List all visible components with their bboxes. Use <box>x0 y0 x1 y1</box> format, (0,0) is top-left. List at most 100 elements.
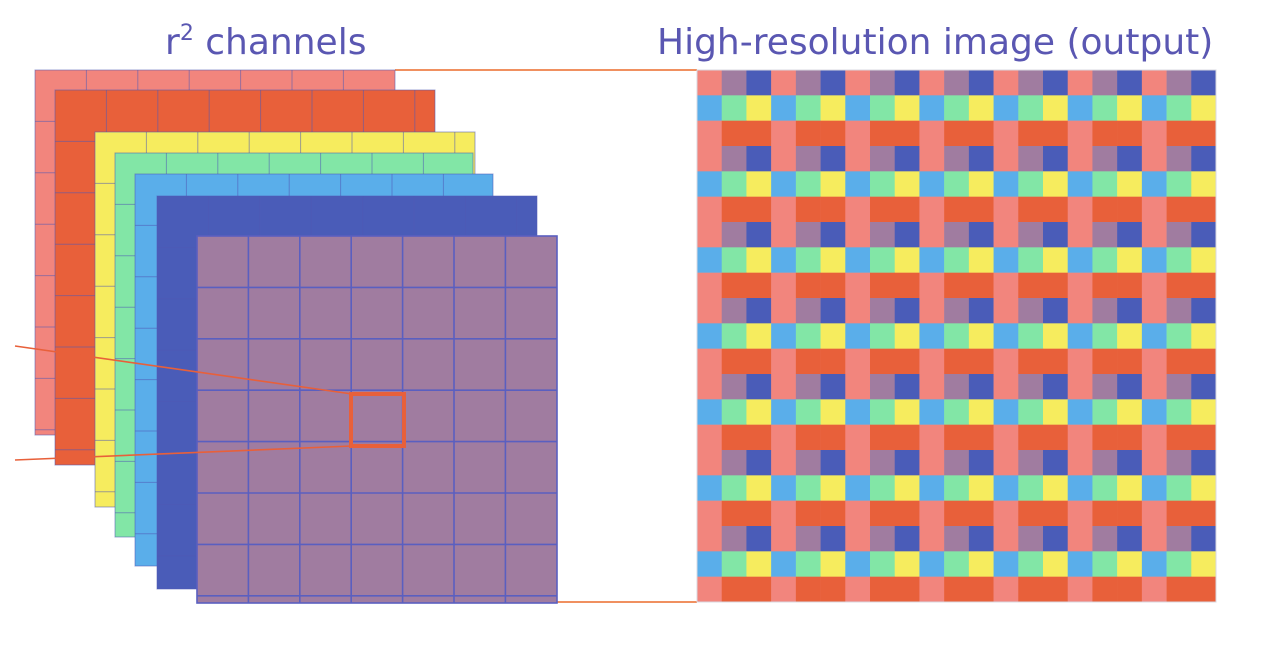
output-pixel <box>1191 500 1217 527</box>
output-pixel <box>870 247 896 273</box>
output-pixel <box>746 475 772 501</box>
output-pixel <box>721 576 747 603</box>
output-pixel <box>845 146 871 172</box>
output-pixel <box>993 298 1019 324</box>
output-pixel <box>1191 576 1217 603</box>
output-pixel <box>919 450 945 476</box>
output-pixel <box>1117 475 1143 501</box>
output-pixel <box>1166 323 1192 349</box>
output-pixel <box>1117 70 1143 96</box>
output-label: High-resolution image (output) <box>657 22 1213 63</box>
output-pixel <box>894 95 920 121</box>
output-pixel <box>1067 146 1093 172</box>
output-pixel <box>795 272 821 299</box>
output-pixel <box>944 500 970 527</box>
output-pixel <box>894 526 920 552</box>
output-pixel <box>919 146 945 172</box>
output-pixel <box>721 146 747 172</box>
output-pixel <box>1067 399 1093 425</box>
output-pixel <box>845 450 871 476</box>
output-pixel <box>746 323 772 349</box>
output-pixel <box>845 171 871 197</box>
output-pixel <box>993 171 1019 197</box>
output-pixel <box>795 348 821 375</box>
output-pixel <box>771 348 797 375</box>
output-pixel <box>870 146 896 172</box>
output-pixel <box>870 298 896 324</box>
output-pixel <box>1141 450 1167 476</box>
output-pixel <box>993 222 1019 248</box>
output-pixel <box>870 551 896 577</box>
output-pixel <box>894 222 920 248</box>
output-pixel <box>1067 348 1093 375</box>
output-pixel <box>721 272 747 299</box>
output-pixel <box>944 196 970 223</box>
output-pixel <box>697 171 723 197</box>
output-pixel <box>1117 171 1143 197</box>
output-pixel <box>1018 171 1044 197</box>
output-pixel <box>1166 196 1192 223</box>
output-pixel <box>771 171 797 197</box>
output-pixel <box>919 171 945 197</box>
output-pixel <box>1018 450 1044 476</box>
output-pixel <box>1191 348 1217 375</box>
output-pixel <box>968 146 994 172</box>
output-pixel <box>968 272 994 299</box>
output-pixel <box>795 399 821 425</box>
output-pixel <box>771 272 797 299</box>
output-pixel <box>1018 95 1044 121</box>
output-pixel <box>870 171 896 197</box>
output-pixel <box>771 222 797 248</box>
output-pixel <box>697 298 723 324</box>
output-pixel <box>1141 222 1167 248</box>
output-pixel <box>1141 526 1167 552</box>
output-pixel <box>870 272 896 299</box>
output-pixel <box>845 222 871 248</box>
output-pixel <box>771 247 797 273</box>
output-pixel <box>968 526 994 552</box>
output-pixel <box>1067 576 1093 603</box>
output-pixel <box>1191 247 1217 273</box>
output-pixel <box>771 551 797 577</box>
output-pixel <box>746 171 772 197</box>
output-pixel <box>697 399 723 425</box>
output-pixel <box>1018 323 1044 349</box>
output-pixel <box>1043 298 1069 324</box>
output-pixel <box>944 146 970 172</box>
output-pixel <box>1067 272 1093 299</box>
output-pixel <box>968 298 994 324</box>
output-pixel <box>721 551 747 577</box>
output-pixel <box>1043 500 1069 527</box>
highlighted-cell <box>349 392 406 448</box>
output-pixel <box>1092 348 1118 375</box>
output-pixel <box>1141 70 1167 96</box>
output-pixel <box>1067 475 1093 501</box>
output-pixel <box>1092 424 1118 451</box>
output-pixel <box>721 475 747 501</box>
output-pixel <box>820 298 846 324</box>
output-pixel <box>697 196 723 223</box>
output-pixel <box>721 450 747 476</box>
output-pixel <box>993 323 1019 349</box>
output-pixel <box>1043 399 1069 425</box>
output-pixel <box>746 298 772 324</box>
output-pixel <box>1018 424 1044 451</box>
output-pixel <box>1043 374 1069 400</box>
output-pixel <box>968 323 994 349</box>
output-pixel <box>944 70 970 96</box>
output-pixel <box>845 70 871 96</box>
output-pixel <box>771 323 797 349</box>
output-pixel <box>697 272 723 299</box>
output-pixel <box>1018 146 1044 172</box>
output-pixel <box>993 450 1019 476</box>
output-pixel <box>795 323 821 349</box>
output-pixel <box>1191 424 1217 451</box>
output-pixel <box>1166 120 1192 147</box>
output-pixel <box>870 222 896 248</box>
output-pixel <box>944 95 970 121</box>
output-pixel <box>697 576 723 603</box>
channel-layer-7 <box>196 235 558 604</box>
output-pixel <box>894 500 920 527</box>
output-pixel <box>1117 551 1143 577</box>
output-pixel <box>746 450 772 476</box>
